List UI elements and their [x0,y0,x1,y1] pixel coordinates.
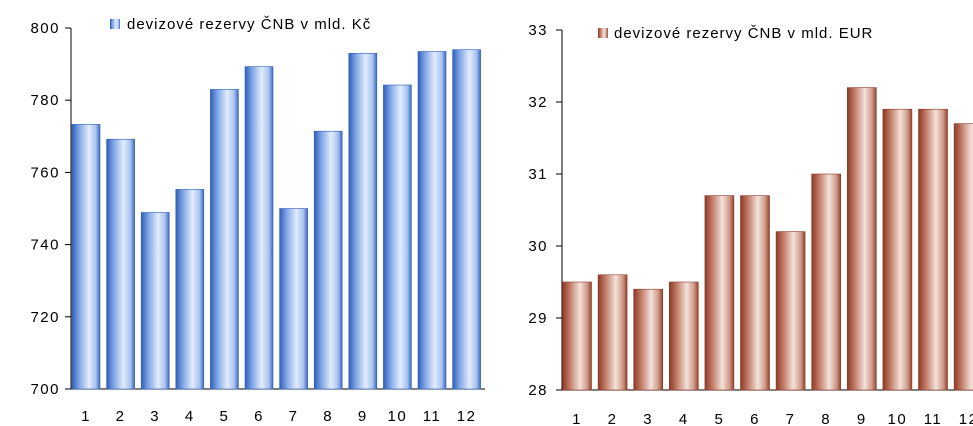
x-tick-label-czk: 6 [254,408,264,425]
legend-swatch-czk [110,19,120,29]
x-tick-label-eur: 6 [750,411,760,426]
x-tick-label-eur: 8 [821,411,831,426]
bar-czk [210,89,239,390]
y-tick-label-czk: 720 [30,309,60,326]
y-tick-label-czk: 700 [30,381,60,398]
bar-czk [106,138,135,390]
x-tick-label-czk: 11 [423,408,442,425]
y-ticks-eur: 28 29 30 31 32 33 [528,22,562,399]
y-tick-label-czk: 780 [30,92,60,109]
y-tick-label-czk: 760 [30,164,60,181]
x-tick-label-czk: 12 [457,408,477,425]
bar-czk [383,84,412,390]
legend-eur: devizové rezervy ČNB v mld. EUR [598,25,873,42]
x-tick-label-czk: 1 [81,408,91,425]
bar-eur [740,195,770,391]
y-ticks-czk: 700 720 740 760 780 800 [30,20,71,398]
bar-eur [882,108,913,391]
bar-czk [140,212,170,390]
x-tick-labels-czk: 1 2 3 4 5 6 7 8 9 10 11 12 [81,408,477,425]
y-tick-label-eur: 32 [528,94,548,111]
bars-czk [71,49,481,390]
bar-czk [279,208,308,390]
legend-czk: devizové rezervy ČNB v mld. Kč [110,16,371,33]
chart-reserves-eur: devizové rezervy ČNB v mld. EUR 28293031… [528,22,973,426]
bar-eur [668,281,699,391]
bar-eur [597,274,628,391]
x-tick-label-eur: 11 [924,411,943,426]
x-tick-label-czk: 10 [388,408,408,425]
bar-czk [417,51,447,390]
x-tick-label-eur: 1 [572,411,582,426]
x-tick-label-czk: 3 [150,408,160,425]
bar-eur [953,123,973,391]
bar-eur [704,195,735,391]
x-tick-label-eur: 2 [608,411,618,426]
x-tick-label-eur: 7 [786,411,796,426]
y-tick-label-czk: 740 [30,237,60,254]
y-tick-label-eur: 31 [528,166,548,183]
bar-czk [175,189,205,390]
x-tick-label-czk: 7 [289,408,299,425]
x-tick-label-eur: 5 [714,411,724,426]
bar-eur [811,173,842,391]
y-tick-label-czk: 800 [30,20,60,37]
x-tick-label-czk: 8 [323,408,333,425]
bar-czk [348,52,378,390]
x-tick-label-eur: 9 [857,411,867,426]
x-tick-label-eur: 10 [888,411,908,426]
x-tick-label-czk: 4 [185,408,195,425]
bars-eur [562,87,973,391]
x-tick-label-eur: 12 [959,411,973,426]
y-tick-label-eur: 30 [528,238,548,255]
y-tick-label-eur: 29 [528,310,548,327]
bar-czk [71,124,101,390]
chart-reserves-czk: devizové rezervy ČNB v mld. Kč 700 720 740… [30,16,485,425]
bar-czk [452,49,481,390]
bar-czk [244,66,274,390]
x-tick-label-eur: 3 [643,411,653,426]
bar-eur [918,108,948,391]
x-tick-label-eur: 4 [679,411,689,426]
legend-swatch-eur [598,28,608,38]
bar-czk [313,130,343,390]
legend-label-czk: devizové rezervy ČNB v mld. Kč [127,16,371,33]
y-tick-label-eur: 33 [528,22,548,39]
y-tick-label-eur: 28 [528,382,548,399]
bar-eur [775,231,806,391]
bar-eur [846,87,877,391]
x-tick-label-czk: 9 [358,408,368,425]
bar-eur [633,288,664,391]
x-tick-label-czk: 5 [219,408,229,425]
bar-eur [562,281,592,391]
legend-label-eur: devizové rezervy ČNB v mld. EUR [614,25,873,42]
x-tick-label-czk: 2 [116,408,126,425]
